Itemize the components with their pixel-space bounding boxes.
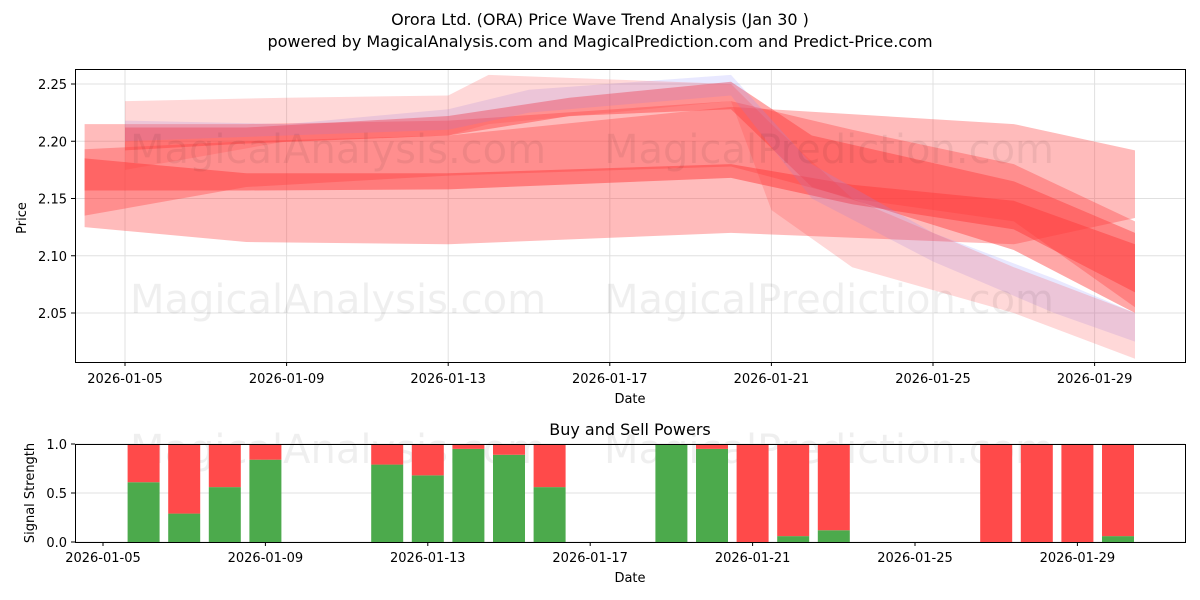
sell-bar: [1102, 444, 1134, 537]
sell-bar: [980, 444, 1013, 542]
x-tick-label: 2026-01-29: [1057, 372, 1133, 387]
buy-bar: [208, 487, 241, 542]
watermark-prediction: MagicalPrediction.com: [604, 277, 1054, 323]
buy-bar: [533, 487, 566, 542]
x-tick-label: 2026-01-09: [249, 372, 325, 387]
buy-bar: [777, 536, 810, 542]
price-band: [84, 158, 1136, 293]
signal-chart-title: Buy and Sell Powers: [549, 420, 711, 439]
buy-bar: [411, 475, 444, 542]
chart-subtitle: powered by MagicalAnalysis.com and Magic…: [267, 32, 933, 51]
sell-bar: [452, 444, 485, 449]
buy-bar: [493, 454, 525, 542]
sell-bar: [168, 444, 201, 514]
sell-bar: [736, 444, 769, 542]
price-axis-ticks: 2026-01-05 2026-01-09 2026-01-13 2026-01-17…: [38, 78, 1132, 387]
signal-plot-frame: [75, 444, 1186, 543]
y-tick-label: 2.15: [38, 193, 67, 208]
y-tick-label: 2.10: [38, 250, 67, 265]
x-axis-label: Date: [614, 392, 645, 407]
sell-bar: [696, 444, 728, 449]
signal-x-tick-label: 2026-01-13: [390, 551, 466, 566]
signal-y-tick-label: 0.5: [46, 487, 67, 502]
price-plot-frame: [75, 69, 1186, 363]
y-tick-label: 2.25: [38, 78, 67, 93]
y-axis-label: Price: [15, 202, 30, 234]
x-tick-label: 2026-01-05: [87, 372, 163, 387]
x-tick-label: 2026-01-13: [410, 372, 486, 387]
x-tick-label: 2026-01-17: [572, 372, 648, 387]
sell-bar: [1061, 444, 1094, 542]
buy-bar: [127, 482, 160, 542]
signal-x-tick-label: 2026-01-17: [552, 551, 628, 566]
sell-bar: [493, 444, 525, 455]
signal-x-tick-label: 2026-01-09: [228, 551, 304, 566]
watermark-prediction: MagicalPrediction.com: [604, 127, 1054, 173]
buy-bar: [817, 530, 850, 542]
sell-bar: [208, 444, 241, 488]
price-band: [84, 101, 1136, 308]
watermark-analysis: MagicalAnalysis.com: [130, 277, 546, 323]
buy-sell-bars: [127, 444, 1134, 542]
buy-bar: [452, 448, 485, 542]
sell-bar: [1020, 444, 1053, 542]
sell-bar: [249, 444, 282, 460]
sell-bar: [371, 444, 404, 465]
signal-y-axis-label: Signal Strength: [23, 443, 38, 543]
signal-y-tick-label: 1.0: [46, 438, 67, 453]
buy-bar: [1102, 536, 1134, 542]
buy-bar: [371, 464, 404, 542]
y-tick-label: 2.05: [38, 307, 67, 322]
buy-bar: [249, 459, 282, 542]
price-grid: [75, 69, 1185, 362]
sell-bar: [777, 444, 810, 537]
buy-bar: [696, 448, 728, 542]
y-tick-label: 2.20: [38, 135, 67, 150]
x-tick-label: 2026-01-21: [734, 372, 810, 387]
price-band: [125, 74, 1135, 359]
x-tick-label: 2026-01-25: [895, 372, 971, 387]
sell-bar: [411, 444, 444, 476]
chart-title: Orora Ltd. (ORA) Price Wave Trend Analys…: [391, 10, 809, 29]
sell-bar: [127, 444, 160, 483]
signal-x-tick-label: 2026-01-25: [877, 551, 953, 566]
sell-bar: [533, 444, 566, 488]
sell-bar: [817, 444, 850, 531]
buy-bar: [655, 444, 688, 542]
watermark-analysis: MagicalAnalysis.com: [130, 127, 546, 173]
signal-x-tick-label: 2026-01-21: [715, 551, 791, 566]
signal-x-tick-label: 2026-01-29: [1040, 551, 1116, 566]
price-wave-bands: [84, 74, 1136, 359]
signal-x-tick-label: 2026-01-05: [65, 551, 141, 566]
signal-x-axis-label: Date: [614, 571, 645, 586]
signal-axis-ticks: 0.0 0.5 1.0 2026-01-05 2026-01-09 2026-01-13 2…: [46, 438, 1115, 566]
signal-y-tick-label: 0.0: [46, 536, 67, 551]
buy-bar: [168, 513, 201, 542]
price-band: [125, 81, 1135, 314]
